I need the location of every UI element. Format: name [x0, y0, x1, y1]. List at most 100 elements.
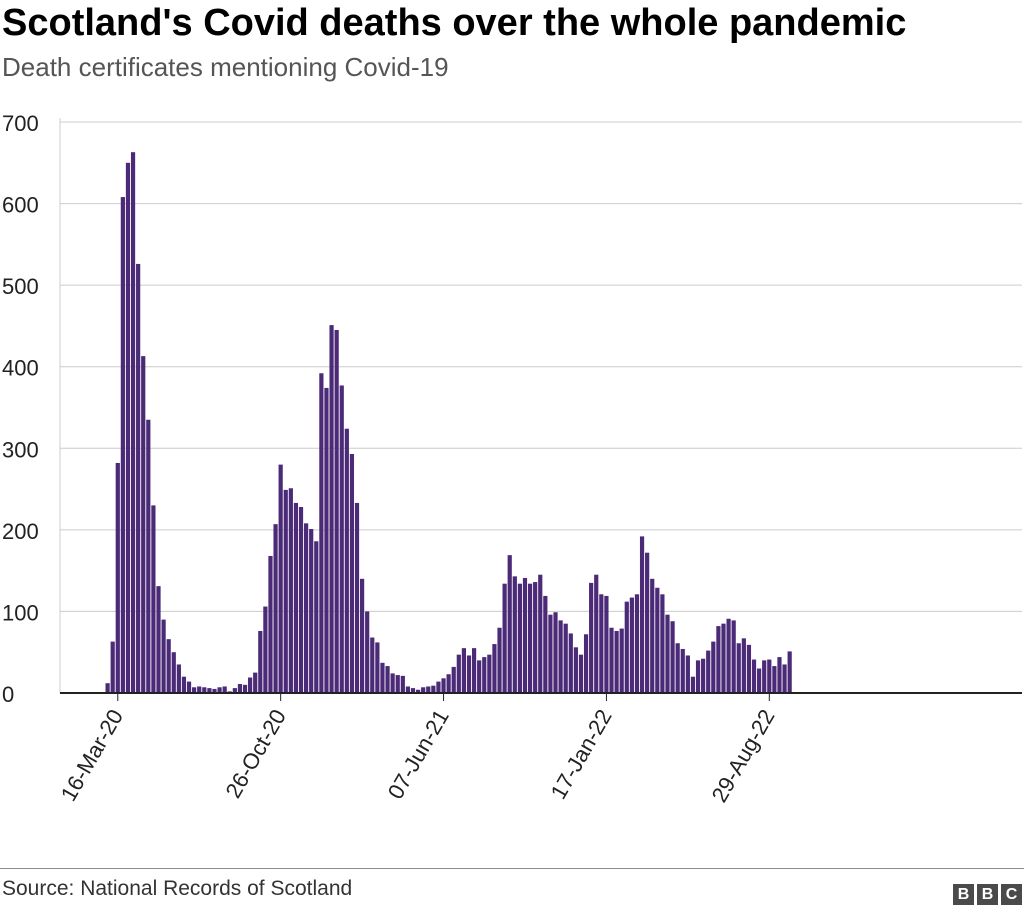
bar: [405, 686, 411, 693]
bar: [375, 642, 380, 693]
bar: [242, 684, 248, 693]
bar: [645, 552, 650, 693]
bar: [436, 681, 441, 693]
bar: [736, 643, 741, 693]
bar: [553, 612, 558, 693]
bar: [711, 641, 716, 693]
y-axis-tick-labels: 0 100 200 300 400 500 600 700: [2, 111, 39, 707]
bar: [288, 488, 293, 693]
bar: [650, 578, 655, 693]
bar: [548, 614, 553, 693]
bbc-logo: B B C: [953, 884, 1022, 905]
bar: [146, 419, 151, 693]
bar: [217, 687, 222, 693]
bar: [589, 582, 594, 693]
bar: [639, 536, 645, 693]
bar: [680, 648, 685, 693]
bar: [777, 657, 782, 693]
bar: [497, 627, 502, 693]
bar: [105, 683, 110, 693]
bar: [599, 594, 604, 693]
bar: [161, 619, 166, 693]
footer-divider: [0, 868, 1024, 869]
x-tick-label: 26-Oct-20: [220, 705, 291, 802]
bar: [324, 387, 329, 693]
bar: [685, 655, 690, 693]
bar: [512, 576, 517, 693]
bar: [670, 621, 675, 693]
bar: [604, 595, 609, 693]
x-axis-tick-labels: 16-Mar-20 26-Oct-20 07-Jun-21 17-Jan-22 29-A…: [56, 693, 780, 806]
y-tick-label: 100: [2, 600, 39, 625]
bar: [461, 648, 466, 693]
bar: [594, 574, 599, 693]
bar: [130, 152, 136, 693]
bar: [767, 659, 772, 693]
bar: [431, 685, 436, 693]
bar: [492, 644, 497, 693]
bar: [222, 686, 227, 693]
bar: [655, 587, 660, 693]
bar: [202, 687, 207, 693]
y-tick-label: 500: [2, 274, 39, 299]
bar: [451, 666, 456, 693]
bar: [517, 583, 522, 693]
bar: [186, 681, 192, 693]
bar: [176, 664, 181, 693]
bar: [120, 197, 125, 694]
bar: [726, 618, 731, 693]
chart-title: Scotland's Covid deaths over the whole p…: [2, 2, 907, 44]
bar: [731, 620, 736, 693]
logo-letter-b2: B: [977, 884, 998, 905]
bar: [721, 623, 726, 693]
bar: [482, 657, 487, 693]
bar: [329, 325, 334, 693]
bar: [212, 688, 217, 693]
gridlines: [59, 118, 1022, 693]
bar: [354, 502, 360, 693]
bar: [237, 684, 243, 693]
bar: [339, 385, 344, 693]
bar: [543, 595, 548, 693]
logo-letter-b1: B: [953, 884, 974, 905]
bar: [741, 638, 746, 693]
bar: [466, 655, 472, 693]
logo-letter-c: C: [1001, 884, 1022, 905]
x-tick-label: 17-Jan-22: [546, 705, 617, 803]
y-tick-label: 200: [2, 519, 39, 544]
bar: [360, 578, 365, 693]
bar: [156, 586, 161, 693]
y-tick-label: 600: [2, 193, 39, 218]
y-tick-label: 0: [2, 682, 14, 707]
bar: [782, 664, 787, 693]
bar: [273, 524, 278, 693]
bar: [253, 672, 258, 693]
bar: [141, 356, 146, 693]
bar: [746, 644, 752, 693]
bar: [293, 502, 299, 693]
bar: [415, 689, 421, 693]
bar: [344, 428, 349, 693]
bar: [395, 675, 400, 693]
bar: [558, 620, 563, 693]
bar: [446, 674, 451, 693]
bar: [370, 637, 375, 693]
source-note: Source: National Records of Scotland: [2, 877, 353, 900]
bar: [171, 652, 176, 693]
bar: [426, 686, 431, 693]
bar: [624, 601, 629, 693]
bar: [578, 654, 584, 693]
bar: [136, 263, 141, 693]
bar: [690, 676, 696, 693]
bar: [614, 631, 619, 693]
bar: [151, 505, 156, 693]
bar: [232, 688, 237, 693]
bar: [706, 650, 711, 693]
bar: [380, 662, 385, 693]
bars: [105, 152, 792, 694]
bar: [471, 648, 477, 693]
bar: [283, 489, 288, 693]
bar: [421, 687, 426, 693]
x-tick-label: 07-Jun-21: [383, 705, 454, 803]
bar: [248, 677, 253, 693]
